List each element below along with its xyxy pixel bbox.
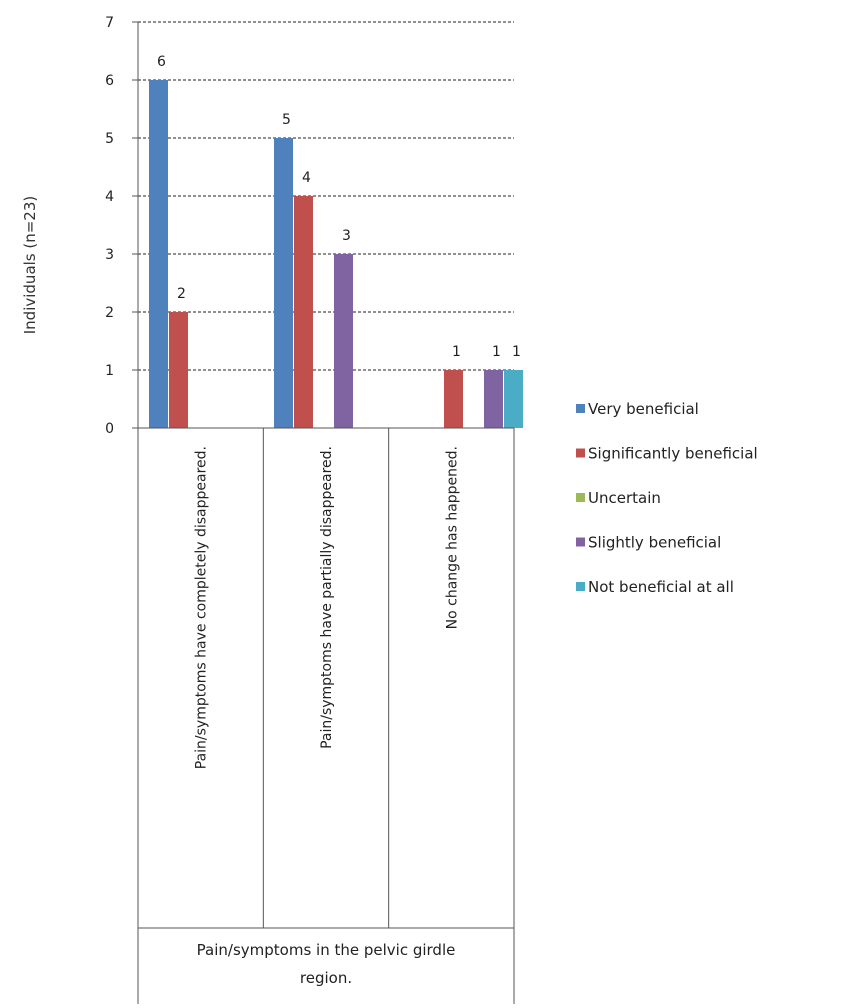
bar <box>334 254 353 428</box>
category-label: Pain/symptoms have partially disappeared… <box>319 446 335 749</box>
data-label: 1 <box>512 344 521 360</box>
y-tick-label: 2 <box>105 305 114 321</box>
group-label-line2: region. <box>300 969 352 987</box>
data-label: 3 <box>342 228 351 244</box>
bar <box>294 196 313 428</box>
gridlines <box>138 21 514 371</box>
y-tick-label: 5 <box>105 131 114 147</box>
legend-label: Not beneficial at all <box>588 578 734 596</box>
y-tick-label: 1 <box>105 363 114 379</box>
data-label: 2 <box>177 286 186 302</box>
category-label: No change has happened. <box>444 446 460 629</box>
legend-swatch <box>576 448 585 458</box>
bar <box>149 80 168 428</box>
bars <box>149 80 523 428</box>
data-label: 1 <box>492 344 501 360</box>
bar <box>169 312 188 428</box>
y-axis-ticks: 0 1 2 3 4 5 6 7 <box>105 15 138 437</box>
category-label: Pain/symptoms have completely disappeare… <box>194 446 210 769</box>
bar <box>274 138 293 428</box>
legend-swatch <box>576 582 585 591</box>
data-label: 5 <box>282 112 291 128</box>
bar <box>444 370 463 428</box>
group-label-line1: Pain/symptoms in the pelvic girdle <box>197 941 456 959</box>
legend-swatch <box>576 493 585 502</box>
y-tick-label: 3 <box>105 247 114 263</box>
legend-label: Uncertain <box>588 489 661 507</box>
legend-swatch <box>576 404 585 413</box>
legend-label: Significantly beneficial <box>588 445 758 463</box>
category-labels: Pain/symptoms have completely disappeare… <box>194 446 461 769</box>
bar <box>504 370 523 428</box>
y-tick-label: 4 <box>105 189 114 205</box>
axes <box>137 22 515 1004</box>
legend-swatch <box>576 537 585 547</box>
y-axis-title: Individuals (n=23) <box>21 196 39 335</box>
data-label: 1 <box>452 344 461 360</box>
data-label: 4 <box>302 170 311 186</box>
bar <box>484 370 503 428</box>
data-label: 6 <box>157 54 166 70</box>
legend-label: Very beneficial <box>588 400 699 418</box>
legend-label: Slightly beneficial <box>588 534 721 552</box>
y-tick-label: 0 <box>105 421 114 437</box>
y-tick-label: 6 <box>105 73 114 89</box>
y-tick-label: 7 <box>105 15 114 31</box>
legend: Very beneficial Significantly beneficial U… <box>576 400 758 596</box>
